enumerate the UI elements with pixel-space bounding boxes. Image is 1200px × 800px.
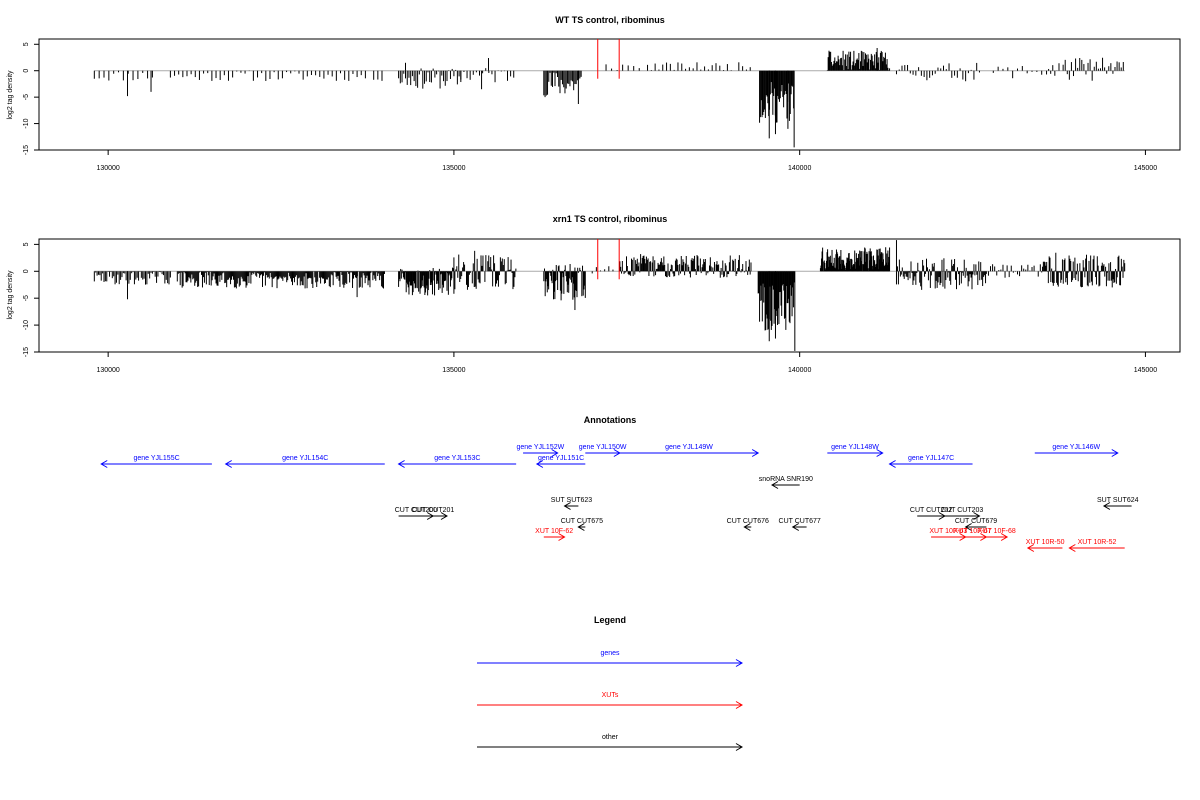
feature-label: gene YJL148W [831, 444, 879, 451]
x-tick-label: 145000 [1134, 367, 1157, 374]
feature-label: gene YJL147C [908, 455, 954, 462]
x-tick-label: 140000 [788, 367, 811, 374]
feature-arrow [1068, 544, 1125, 552]
panel-title: xrn1 TS control, ribominus [553, 214, 668, 224]
feature-arrow [577, 523, 586, 531]
panel-title: WT TS control, ribominus [555, 15, 665, 25]
y-tick-label: 0 [23, 69, 30, 73]
legend-arrow [477, 743, 743, 751]
feature-label: gene YJL153C [434, 455, 480, 462]
feature-label: CUT CUT200 [395, 507, 437, 514]
y-tick-label: -5 [23, 295, 30, 301]
feature-label: gene YJL146W [1052, 444, 1100, 451]
feature-arrow [771, 481, 800, 489]
feature-arrow [419, 512, 448, 520]
feature-arrow [543, 533, 566, 541]
x-axis: 130000 135000 140000 145000 [96, 150, 1157, 172]
x-tick-label: 140000 [788, 165, 811, 172]
y-axis-label: log2 tag density [7, 270, 14, 320]
feature-arrow [986, 533, 1009, 541]
feature-label: CUT CUT202 [910, 507, 952, 514]
y-tick-label: -10 [23, 320, 30, 330]
legend-title: Legend [594, 615, 626, 625]
panel-wt: WT TS control, ribominus 130000 135000 140… [7, 15, 1181, 172]
feature-label: CUT CUT677 [779, 518, 821, 525]
feature-label: XUT 10F-67 [954, 528, 992, 535]
feature-arrow [743, 523, 752, 531]
x-tick-label: 135000 [442, 165, 465, 172]
feature-arrow [1026, 544, 1063, 552]
feature-arrow [563, 502, 579, 510]
plot-frame [38, 38, 1181, 151]
feature-label: XUT 10F-63 [929, 528, 967, 535]
feature-label: gene YJL151C [538, 455, 584, 462]
feature-label: CUT CUT675 [561, 518, 603, 525]
y-tick-label: -5 [23, 94, 30, 100]
feature-label: SUT SUT623 [551, 497, 593, 504]
feature-label: CUT CUT203 [941, 507, 983, 514]
feature-label: CUT CUT679 [955, 518, 997, 525]
feature-label: SUT SUT624 [1097, 497, 1139, 504]
feature-label: gene YJL155C [133, 455, 179, 462]
plot-frame [38, 238, 1181, 353]
x-tick-label: 130000 [96, 367, 119, 374]
feature-label: gene YJL150W [579, 444, 627, 451]
annotation-features: gene YJL155C gene YJL154C gene YJL153C gene… [100, 444, 1139, 552]
feature-label: CUT CUT201 [412, 507, 454, 514]
y-axis-label: log2 tag density [7, 70, 14, 120]
feature-label: snoRNA SNR190 [759, 476, 813, 483]
feature-label: XUT 10R-50 [1026, 539, 1065, 546]
feature-arrow [100, 460, 212, 468]
panel-xrn1: xrn1 TS control, ribominus 130000 135000 1… [7, 214, 1181, 374]
feature-label: CUT CUT676 [727, 518, 769, 525]
legend-label: other [602, 734, 619, 741]
feature-label: XUT 10F-68 [978, 528, 1016, 535]
feature-arrow [888, 460, 973, 468]
feature-arrow [944, 512, 981, 520]
data-bars [93, 39, 1125, 148]
legend-label: XUTs [602, 692, 619, 699]
legend-arrow [477, 701, 743, 709]
x-tick-label: 130000 [96, 165, 119, 172]
legend-items: genes XUTs other [477, 650, 743, 751]
feature-arrow [397, 460, 517, 468]
feature-label: gene YJL154C [282, 455, 328, 462]
y-tick-label: -15 [23, 347, 30, 357]
feature-arrow [1034, 449, 1119, 457]
feature-label: gene YJL149W [665, 444, 713, 451]
y-axis: 5 0 -5 -10 -15 [23, 42, 39, 155]
y-tick-label: 5 [23, 242, 30, 246]
legend-panel: Legend genes XUTs other [477, 615, 743, 751]
x-tick-label: 135000 [442, 367, 465, 374]
y-tick-label: -15 [23, 145, 30, 155]
feature-arrow [619, 449, 760, 457]
y-tick-label: 0 [23, 269, 30, 273]
feature-arrow [791, 523, 807, 531]
feature-arrow [535, 460, 586, 468]
feature-arrow [523, 449, 559, 457]
feature-arrow [964, 523, 987, 531]
y-tick-label: -10 [23, 118, 30, 128]
data-bars [93, 239, 1126, 351]
y-axis: 5 0 -5 -10 -15 [23, 242, 39, 357]
feature-arrow [827, 449, 884, 457]
feature-label: XUT 10F-62 [535, 528, 573, 535]
annotations-title: Annotations [584, 415, 637, 425]
feature-arrow [224, 460, 385, 468]
legend-label: genes [600, 650, 620, 657]
x-tick-label: 145000 [1134, 165, 1157, 172]
legend-arrow [477, 659, 743, 667]
feature-arrow [1102, 502, 1132, 510]
annotations-panel: Annotations gene YJL155C gene YJL154C gene… [100, 415, 1139, 552]
x-axis: 130000 135000 140000 145000 [96, 352, 1157, 374]
feature-label: gene YJL152W [516, 444, 564, 451]
feature-label: XUT 10R-52 [1078, 539, 1117, 546]
y-tick-label: 5 [23, 42, 30, 46]
